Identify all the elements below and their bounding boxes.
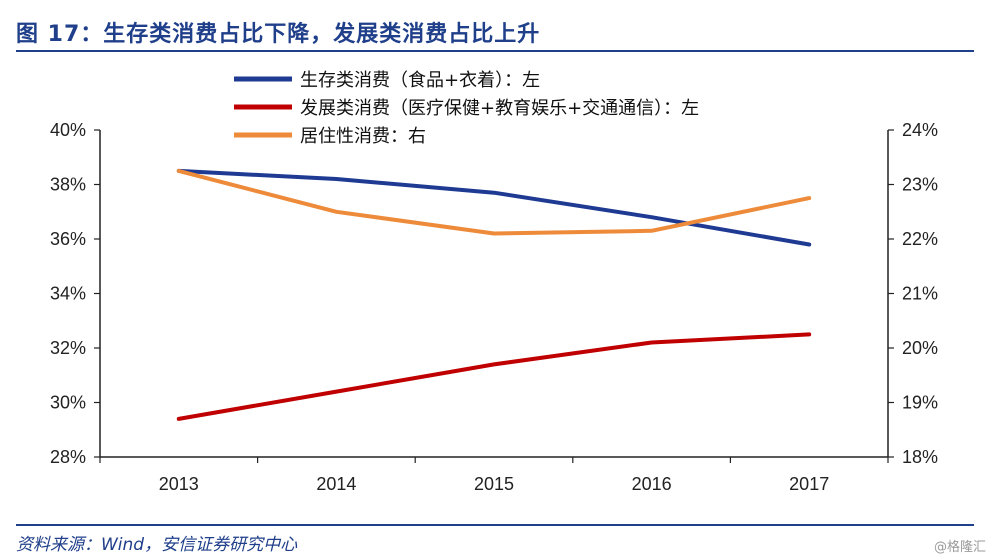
series-line-1: [176, 168, 812, 247]
right-tick-label: 23%: [902, 175, 938, 195]
source-divider: [16, 524, 974, 526]
right-tick-label: 22%: [902, 229, 938, 249]
series-line-2: [176, 332, 812, 421]
source-note: 资料来源：Wind，安信证券研究中心: [16, 535, 298, 555]
left-tick-label: 32%: [50, 338, 86, 358]
x-tick-label: 2013: [159, 474, 199, 494]
right-tick-label: 19%: [902, 393, 938, 413]
left-tick-label: 38%: [50, 175, 86, 195]
title-divider: [16, 50, 974, 52]
axes-layer: 28% 30% 32% 34% 36% 38% 40% 18% 19% 20% 21% 22% 23% 2…: [50, 120, 938, 494]
legend-label-3: 居住性消费：右: [300, 126, 426, 147]
chart-title: 图 17：生存类消费占比下降，发展类消费占比上升: [16, 22, 541, 47]
right-tick-label: 24%: [902, 120, 938, 140]
left-tick-label: 30%: [50, 393, 86, 413]
left-tick-label: 28%: [50, 447, 86, 467]
x-tick-label: 2017: [789, 474, 829, 494]
right-tick-label: 18%: [902, 447, 938, 467]
right-tick-label: 21%: [902, 284, 938, 304]
legend-label-1: 生存类消费（食品+衣着）：左: [300, 70, 540, 91]
legend-label-2: 发展类消费（医疗保健+教育娱乐+交通通信）：左: [300, 98, 699, 119]
series-layer: [176, 168, 812, 421]
left-tick-label: 36%: [50, 229, 86, 249]
watermark: @格隆汇: [933, 540, 986, 555]
x-tick-label: 2015: [474, 474, 514, 494]
x-tick-label: 2016: [632, 474, 672, 494]
left-tick-label: 34%: [50, 284, 86, 304]
legend: 生存类消费（食品+衣着）：左发展类消费（医疗保健+教育娱乐+交通通信）：左居住性…: [234, 70, 699, 147]
x-tick-label: 2014: [316, 474, 356, 494]
series-line-3: [176, 168, 812, 236]
right-tick-label: 20%: [902, 338, 938, 358]
left-tick-label: 40%: [50, 120, 86, 140]
